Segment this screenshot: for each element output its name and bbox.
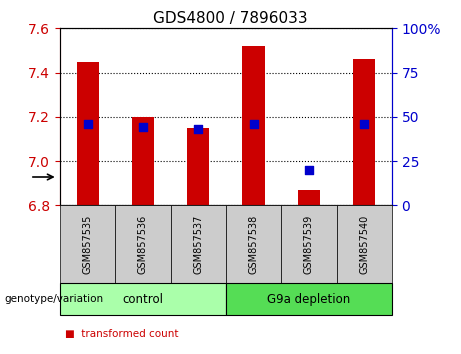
Bar	[337, 205, 392, 283]
Bar	[187, 128, 209, 205]
Point	[361, 121, 368, 127]
Bar	[353, 59, 375, 205]
Bar	[60, 283, 226, 315]
Text: G9a depletion: G9a depletion	[267, 293, 350, 306]
Point	[84, 121, 91, 127]
Bar	[242, 46, 265, 205]
Bar	[77, 62, 99, 205]
Point	[195, 126, 202, 132]
Text: genotype/variation: genotype/variation	[5, 294, 104, 304]
Bar	[281, 205, 337, 283]
Bar	[115, 205, 171, 283]
Point	[139, 125, 147, 130]
Text: GDS4800 / 7896033: GDS4800 / 7896033	[153, 11, 308, 25]
Text: GSM857538: GSM857538	[248, 215, 259, 274]
Text: GSM857539: GSM857539	[304, 215, 314, 274]
Text: control: control	[123, 293, 163, 306]
Text: ■  transformed count: ■ transformed count	[65, 329, 178, 339]
Bar	[60, 205, 115, 283]
Text: GSM857536: GSM857536	[138, 215, 148, 274]
Bar	[226, 205, 281, 283]
Text: GSM857540: GSM857540	[359, 215, 369, 274]
Bar	[171, 205, 226, 283]
Point	[250, 121, 257, 127]
Bar	[132, 117, 154, 205]
Bar	[298, 190, 320, 205]
Point	[305, 167, 313, 173]
Text: GSM857537: GSM857537	[193, 215, 203, 274]
Text: GSM857535: GSM857535	[83, 215, 93, 274]
Bar	[226, 283, 392, 315]
